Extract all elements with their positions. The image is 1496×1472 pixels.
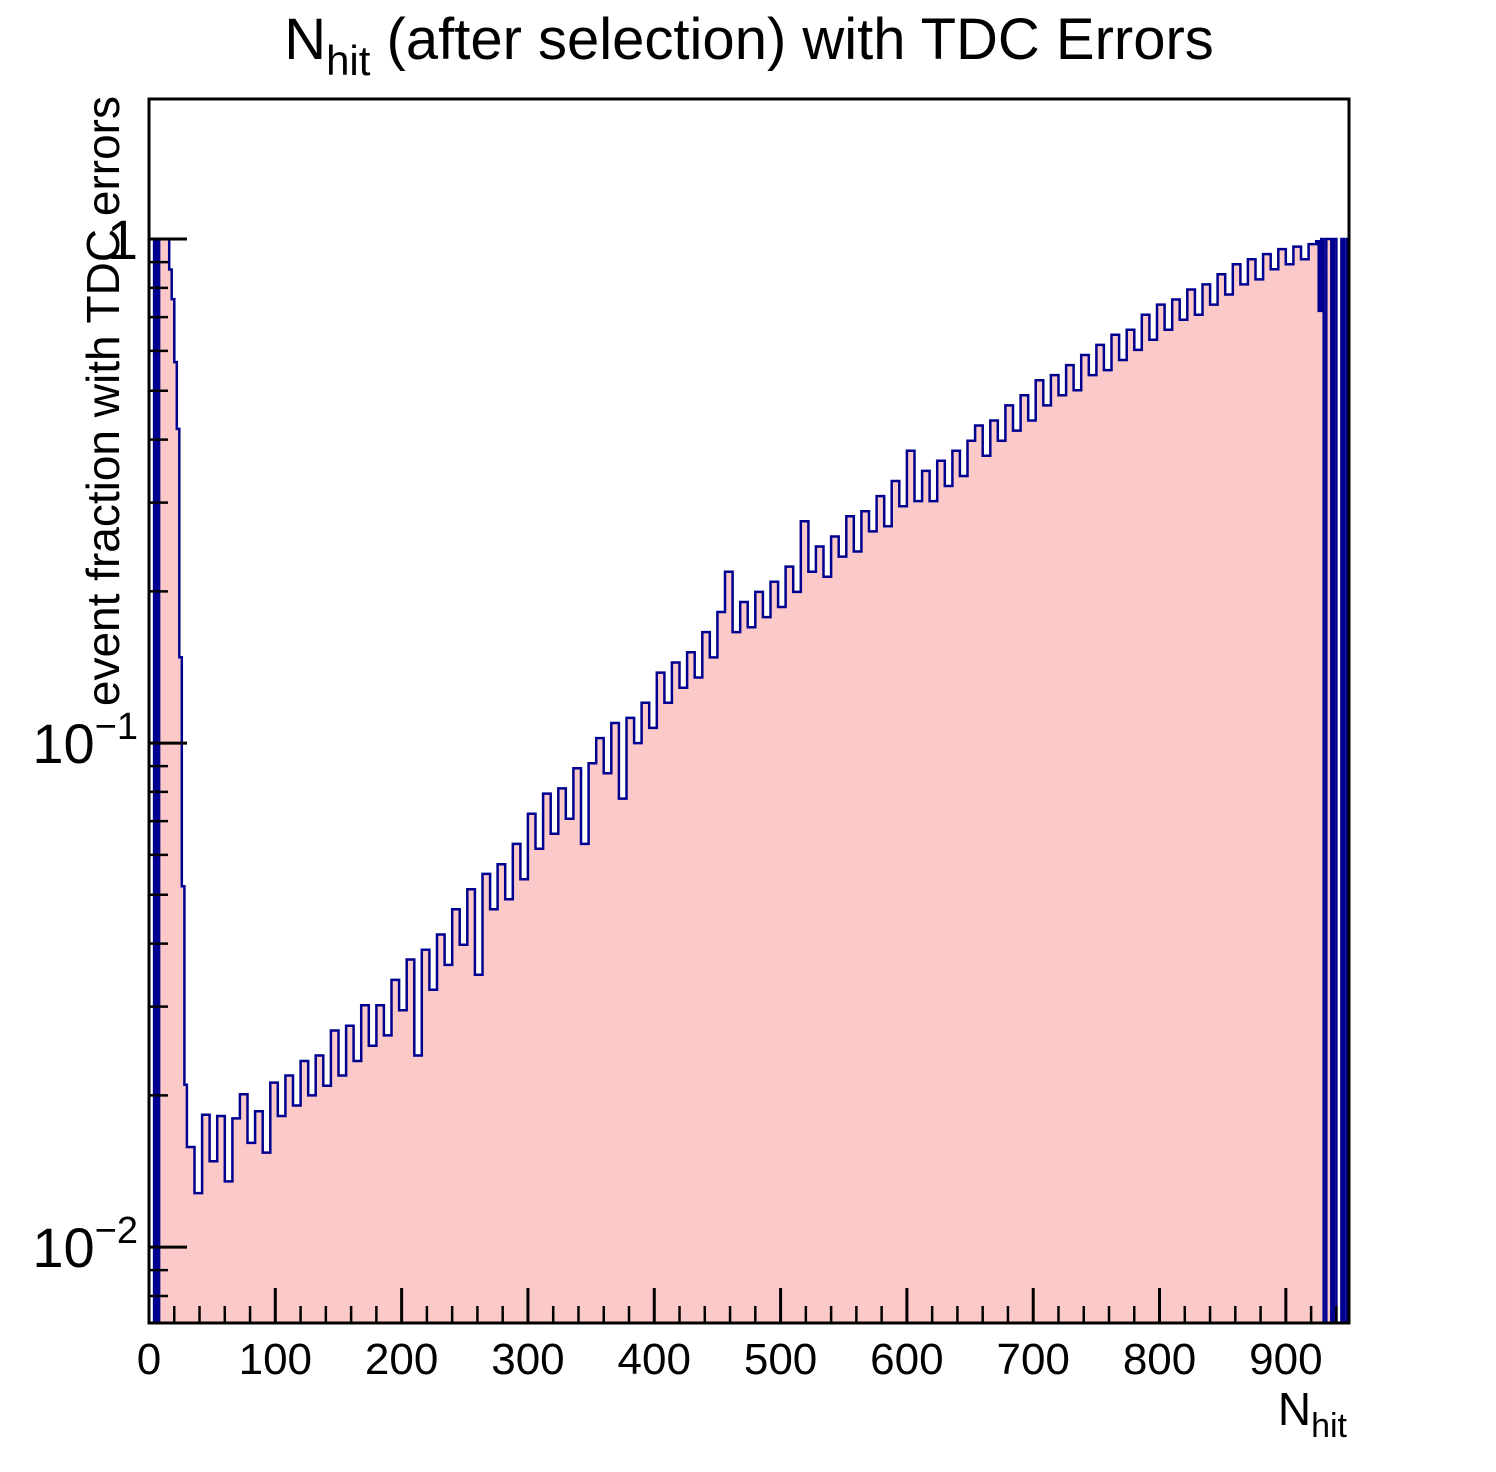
x-axis-title-subscript: hit <box>1311 1407 1347 1446</box>
histogram-line <box>149 237 1351 1325</box>
x-tick-label: 400 <box>618 1335 691 1384</box>
chart-title-subscript: hit <box>326 36 371 84</box>
plot-frame <box>147 97 1351 1325</box>
chart-title-prefix: N <box>284 7 327 72</box>
x-tick-label: 600 <box>870 1335 943 1384</box>
axis-ticks <box>147 237 1338 1323</box>
x-tick-label: 800 <box>1123 1335 1196 1384</box>
x-tick-label: 900 <box>1249 1335 1322 1384</box>
histogram-outline <box>149 237 1351 1325</box>
x-tick-label: 700 <box>996 1335 1069 1384</box>
x-tick-label: 500 <box>744 1335 817 1384</box>
axis-tick-labels: 0 100 200 300 400 500 600 700 800 900 1 10−1 10−2 <box>32 208 1322 1384</box>
chart-title-suffix: (after selection) with TDC Errors <box>370 7 1214 72</box>
x-tick-label: 0 <box>137 1335 161 1384</box>
histogram-fill-area <box>149 239 1349 1323</box>
histogram-fill <box>149 239 1349 1323</box>
x-tick-label: 100 <box>239 1335 312 1384</box>
chart-title: Nhit (after selection) with TDC Errors <box>149 6 1349 84</box>
y-tick-label: 10−1 <box>32 706 138 775</box>
y-tick-label: 1 <box>107 208 138 271</box>
x-axis-title: Nhit <box>1277 1382 1347 1445</box>
y-tick-label: 10−2 <box>32 1210 138 1279</box>
x-tick-label: 200 <box>365 1335 438 1384</box>
x-axis-title-prefix: N <box>1277 1383 1312 1435</box>
x-tick-label: 300 <box>491 1335 564 1384</box>
